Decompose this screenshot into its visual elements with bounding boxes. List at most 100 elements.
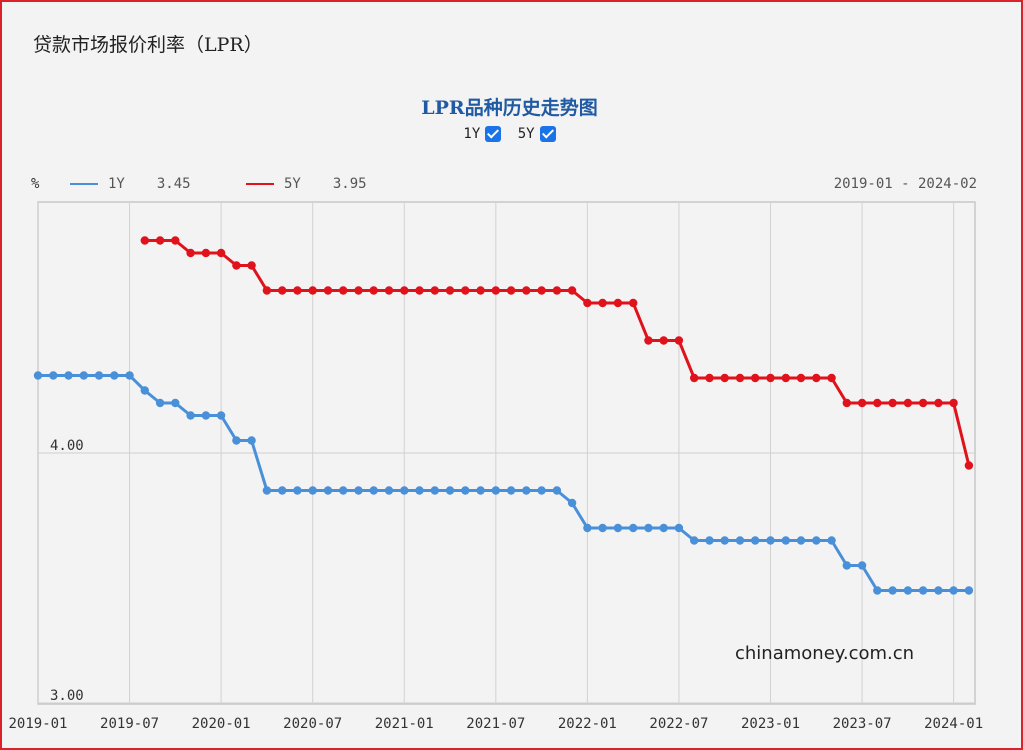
data-point-1y xyxy=(964,586,974,595)
x-tick-label: 2019-01 xyxy=(8,716,67,732)
data-point-5y xyxy=(888,398,897,408)
data-point-5y xyxy=(369,286,378,295)
legend-1y-name: 1Y xyxy=(108,176,125,192)
data-point-5y xyxy=(354,286,363,295)
data-point-5y xyxy=(674,336,684,345)
data-point-1y xyxy=(827,536,836,545)
data-point-5y xyxy=(293,286,302,295)
x-tick-label: 2022-01 xyxy=(558,716,617,732)
data-point-5y xyxy=(766,373,775,383)
data-point-5y xyxy=(720,373,729,383)
data-point-5y xyxy=(827,373,836,383)
legend-5y: 5Y 3.95 xyxy=(246,176,367,192)
data-point-1y xyxy=(354,486,363,495)
data-point-5y xyxy=(903,398,913,408)
data-point-1y xyxy=(415,486,424,495)
data-point-1y xyxy=(857,561,867,570)
data-point-1y xyxy=(629,523,638,533)
data-point-1y xyxy=(888,586,897,595)
data-point-5y xyxy=(278,286,287,295)
data-point-1y xyxy=(644,523,653,533)
data-point-1y xyxy=(369,486,378,495)
data-point-1y xyxy=(155,398,165,408)
legend-1y: 1Y 3.45 xyxy=(70,176,191,192)
data-point-5y xyxy=(339,286,348,295)
data-point-1y xyxy=(934,586,943,595)
data-point-1y xyxy=(186,411,195,420)
series-toggles: 1Y 5Y xyxy=(0,126,1019,142)
data-point-1y xyxy=(445,486,455,495)
legend-5y-value: 3.95 xyxy=(332,176,367,192)
data-point-5y xyxy=(842,398,851,408)
data-point-5y xyxy=(247,261,256,270)
data-point-5y xyxy=(201,248,211,258)
data-point-5y xyxy=(491,286,500,295)
data-point-1y xyxy=(781,536,790,545)
toggle-1y-label: 1Y xyxy=(463,126,481,142)
data-point-5y xyxy=(644,336,653,345)
data-point-5y xyxy=(629,298,638,308)
data-point-1y xyxy=(400,486,409,495)
data-point-1y xyxy=(293,486,302,495)
data-point-1y xyxy=(79,371,89,380)
page-title: 贷款市场报价利率（LPR） xyxy=(33,34,263,56)
data-point-1y xyxy=(49,371,58,380)
data-point-1y xyxy=(705,536,714,545)
data-point-5y xyxy=(735,373,745,383)
data-point-5y xyxy=(857,398,867,408)
data-point-5y xyxy=(430,286,439,295)
data-point-1y xyxy=(842,561,851,570)
data-point-1y xyxy=(461,486,470,495)
data-point-5y xyxy=(751,373,760,383)
watermark: chinamoney.com.cn xyxy=(735,643,915,664)
data-point-1y xyxy=(125,371,134,380)
data-point-5y xyxy=(964,461,974,470)
unit-label: % xyxy=(31,176,40,192)
data-point-5y xyxy=(445,286,455,295)
data-point-1y xyxy=(110,371,119,380)
data-point-5y xyxy=(705,373,714,383)
checkbox-checked-icon[interactable] xyxy=(485,126,502,142)
data-point-1y xyxy=(720,536,729,545)
date-range: 2019-01 - 2024-02 xyxy=(833,176,977,192)
data-point-1y xyxy=(140,386,149,395)
data-point-1y xyxy=(918,586,928,595)
data-point-1y xyxy=(751,536,760,545)
data-point-1y xyxy=(430,486,439,495)
toggle-1y[interactable]: 1Y xyxy=(463,126,502,142)
data-point-5y xyxy=(613,298,623,308)
data-point-1y xyxy=(506,486,516,495)
data-point-1y xyxy=(247,436,256,445)
data-point-1y xyxy=(674,523,684,533)
data-point-1y xyxy=(308,486,317,495)
toggle-5y[interactable]: 5Y xyxy=(518,126,556,142)
data-point-1y xyxy=(476,486,485,495)
data-point-1y xyxy=(323,486,333,495)
data-point-1y xyxy=(598,523,607,533)
data-point-1y xyxy=(949,586,958,595)
data-point-1y xyxy=(552,486,562,495)
data-point-5y xyxy=(384,286,394,295)
data-point-5y xyxy=(796,373,806,383)
data-point-5y xyxy=(216,248,226,258)
data-point-1y xyxy=(278,486,287,495)
data-point-1y xyxy=(613,523,623,533)
checkbox-checked-icon[interactable] xyxy=(539,126,556,142)
data-point-1y xyxy=(659,523,668,533)
data-point-1y xyxy=(262,486,272,495)
data-point-5y xyxy=(812,373,821,383)
data-point-1y xyxy=(567,498,577,508)
data-point-5y xyxy=(567,286,577,295)
data-point-5y xyxy=(415,286,424,295)
data-point-5y xyxy=(659,336,668,345)
legend-5y-swatch xyxy=(246,183,274,185)
chart-title: LPR品种历史走势图 xyxy=(421,97,598,119)
data-point-1y xyxy=(522,486,531,495)
data-point-5y xyxy=(232,261,241,270)
data-point-5y xyxy=(476,286,485,295)
data-point-1y xyxy=(201,411,211,420)
data-point-1y xyxy=(491,486,500,495)
data-point-5y xyxy=(171,236,180,245)
data-point-5y xyxy=(598,298,607,308)
